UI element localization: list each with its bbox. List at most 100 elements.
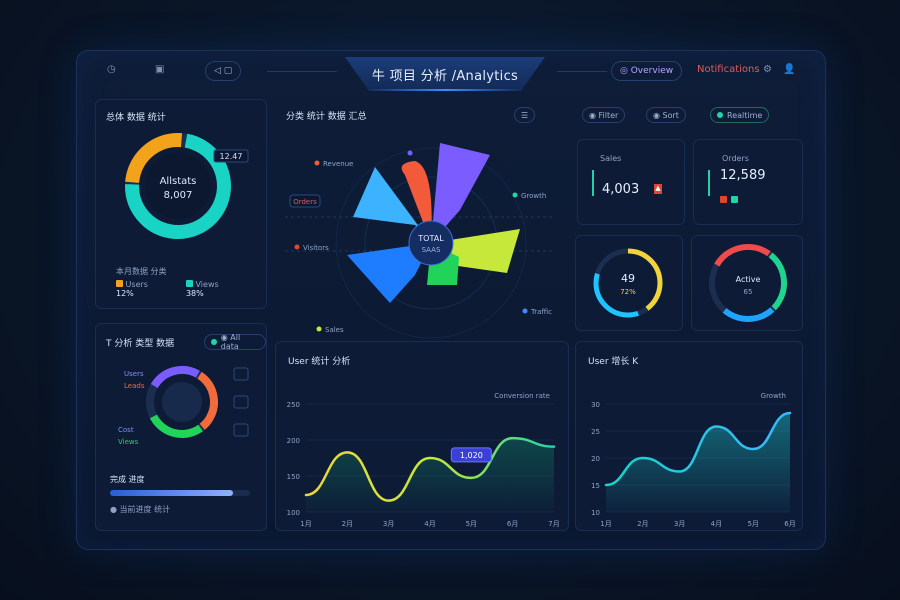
nav-pill-left[interactable]: ◁ ▢ (205, 61, 242, 81)
legend-item: Users 12% (116, 280, 148, 298)
stat-card[interactable]: Sales 4,003 ▲ (577, 139, 685, 225)
chart-legend: Growth (761, 392, 786, 400)
rose-center-label: TOTAL (417, 234, 444, 243)
x-tick-label: 6月 (507, 520, 518, 528)
y-tick-label: 25 (591, 428, 600, 436)
x-tick-label: 2月 (637, 520, 648, 528)
panel-title: 总体 数据 统计 (106, 113, 166, 123)
area-chart-right-panel: User 增长 K 30 25 20 15 10 1月 2月 3月 4月 5月 6月 Growth (575, 341, 803, 531)
gauge-ring: Active 65 (709, 244, 787, 322)
notifications-link[interactable]: Notifications (697, 64, 760, 75)
side-label: Users (124, 370, 144, 378)
progress-track (110, 490, 250, 496)
overview-legend: Users 12% Views 38% (116, 280, 219, 298)
gauge-card[interactable]: 49 72% (575, 235, 683, 331)
progress-fill (110, 490, 234, 496)
y-tick-label: 150 (287, 473, 300, 481)
rose-label: Traffic (530, 308, 552, 316)
tooltip-label: 1,020 (460, 451, 483, 460)
series-line (304, 436, 556, 502)
stat-label: Orders (722, 154, 749, 163)
gauge-sub: 72% (620, 288, 636, 296)
overview-donut: Allstats 8,007 12.47 (125, 133, 249, 239)
series-area (606, 413, 790, 512)
rose-label: Growth (521, 192, 546, 200)
x-tick-label: 3月 (383, 520, 394, 528)
progress-caption: ● 当前进度 统计 (110, 505, 171, 514)
side-label: Cost (118, 426, 134, 434)
realtime-toggle[interactable]: Realtime (710, 107, 770, 123)
overview-pill[interactable]: ◎ Overview (611, 61, 683, 81)
chart-title: User 统计 分析 (288, 357, 351, 367)
stat-card[interactable]: Orders 12,589 (693, 139, 803, 225)
x-tick-label: 1月 (300, 520, 311, 528)
legend-caption: 本月数据 分类 (116, 267, 167, 276)
gauge-value: 49 (621, 272, 635, 285)
x-tick-label: 3月 (674, 520, 685, 528)
stat-value: 12,589 (720, 168, 766, 183)
stack-panel: T 分析 类型 数据 ◉ All data Users Leads Cost V… (95, 323, 267, 531)
gauge-sub: 65 (744, 288, 753, 296)
delta-badge: ▲ (654, 184, 662, 194)
divider (557, 71, 607, 72)
title-glow (367, 89, 523, 91)
stack-ring: Users Leads Cost Views (118, 366, 249, 446)
tooltip-box (450, 447, 492, 463)
category-panel: 分类 统计 数据 汇总 ☰ ◉ Filter ◉ Sort Realtime (274, 99, 802, 357)
x-tick-label: 2月 (342, 520, 353, 528)
menu-chip[interactable]: ☰ (514, 107, 536, 123)
gauge-value: Active (736, 275, 761, 284)
camera-icon[interactable]: ▣ (155, 64, 165, 75)
rose-label: Revenue (323, 160, 354, 168)
x-tick-label: 1月 (600, 520, 611, 528)
divider (267, 71, 337, 72)
rose-segment[interactable] (431, 143, 490, 243)
gauge-card[interactable]: Active 65 (691, 235, 803, 331)
donut-badge: 12.47 (220, 152, 243, 161)
panel-title: 分类 统计 数据 汇总 (286, 112, 367, 122)
x-tick-label: 5月 (466, 520, 477, 528)
clock-icon[interactable]: ◷ (107, 64, 116, 75)
y-tick-label: 15 (591, 482, 600, 490)
progress-title: 完成 进度 (110, 475, 145, 484)
stat-label: Sales (600, 154, 622, 163)
x-tick-label: 5月 (747, 520, 758, 528)
side-label: Leads (124, 382, 145, 390)
rose-center-sub: SAAS (422, 246, 441, 254)
x-tick-label: 4月 (424, 520, 435, 528)
panel-title: T 分析 类型 数据 (106, 339, 175, 349)
x-tick-label: 7月 (548, 520, 559, 528)
top-bar: ◷ ▣ ◁ ▢ 牛 项目 分析 /Analytics ◎ Overview No… (77, 51, 827, 95)
rose-label: Sales (325, 326, 344, 334)
donut-center-label: Allstats (160, 176, 197, 187)
gauge-ring: 49 72% (593, 248, 663, 318)
user-icon[interactable]: 👤 (783, 64, 796, 75)
page-title: 牛 项目 分析 /Analytics (345, 57, 545, 91)
settings-icon[interactable]: ⚙ (763, 64, 772, 75)
side-label: Views (118, 438, 139, 446)
chart-title: User 增长 K (588, 357, 639, 367)
legend-item: Views 38% (185, 280, 219, 298)
rose-chart: TOTAL SAAS Revenue Growth Orders Visitor… (285, 143, 555, 339)
x-tick-label: 6月 (784, 520, 795, 528)
y-tick-label: 20 (591, 455, 600, 463)
rose-segment[interactable] (353, 167, 431, 243)
series-area (306, 438, 554, 512)
sort-chip[interactable]: ◉ Sort (646, 107, 686, 123)
line-chart-left-panel: User 统计 分析 250 200 150 100 1月 2月 3月 4月 5月 6月 7月 Con… (275, 341, 569, 531)
filter-chip[interactable]: ◉ Filter (582, 107, 626, 123)
dashboard-frame: ◷ ▣ ◁ ▢ 牛 项目 分析 /Analytics ◎ Overview No… (76, 50, 826, 550)
series-line (604, 411, 792, 487)
rose-segment[interactable] (347, 243, 431, 303)
rose-label: Orders (293, 198, 317, 206)
y-tick-label: 10 (591, 509, 600, 517)
donut-center-value: 8,007 (164, 190, 193, 201)
y-tick-label: 30 (591, 401, 600, 409)
stat-value: 4,003 (602, 182, 640, 197)
overview-panel: 总体 数据 统计 Allstats 8,007 12.47 本月数据 分类 Us… (95, 99, 267, 309)
y-tick-label: 200 (287, 437, 300, 445)
all-data-chip[interactable]: ◉ All data (204, 333, 266, 351)
rose-label: Visitors (303, 244, 329, 252)
